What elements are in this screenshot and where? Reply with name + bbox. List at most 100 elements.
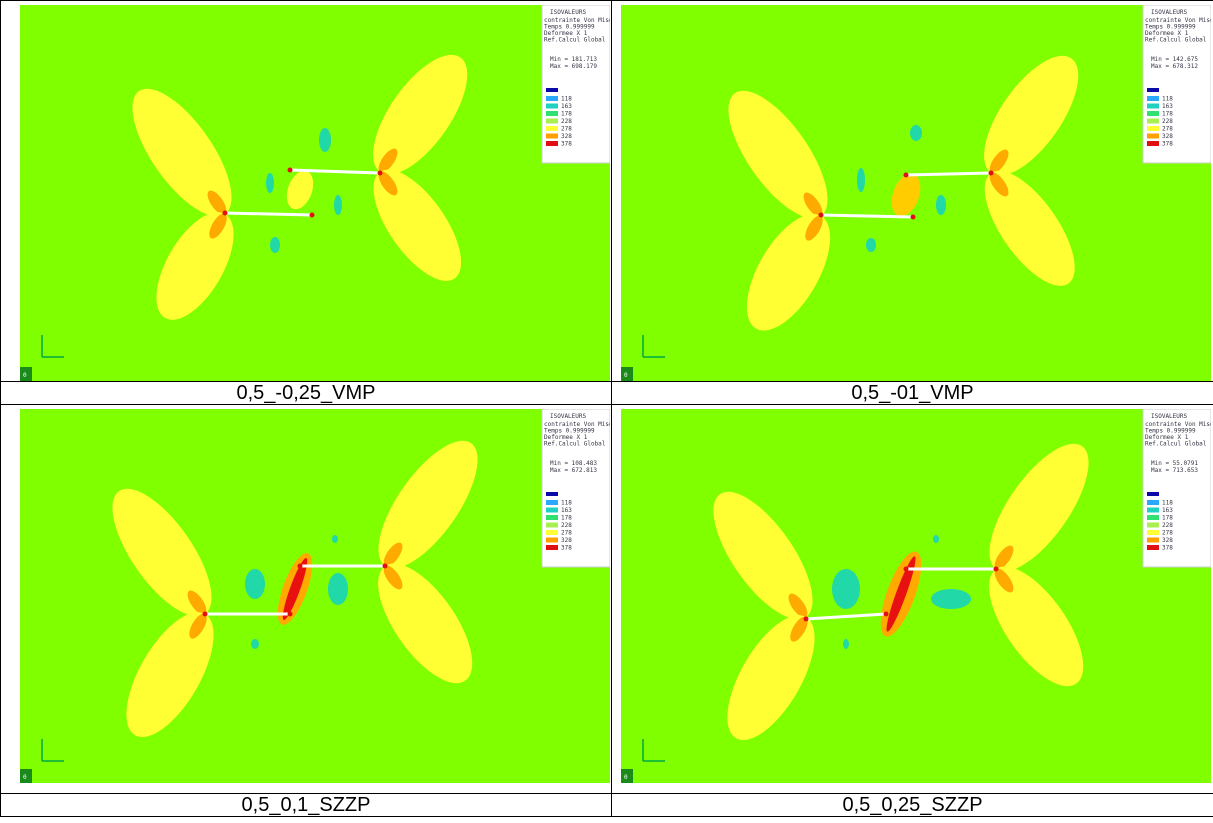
crack (289, 168, 381, 175)
stress-lobe (378, 563, 473, 684)
legend-title: ISOVALEURS (1151, 9, 1188, 16)
crack-tip (883, 611, 889, 617)
stress-lobe (984, 55, 1079, 176)
low-stress-zone (245, 569, 265, 599)
legend-swatch (1147, 530, 1159, 535)
crack-tip (993, 566, 999, 572)
legend-line: Deformee X 1 (544, 30, 588, 37)
legend-swatch (546, 126, 558, 131)
legend-line: Ref.Calcul Global (544, 441, 606, 448)
ligament-zone (282, 557, 308, 621)
crack-tip (910, 214, 916, 220)
legend-swatch (1147, 133, 1159, 139)
stress-lobe (984, 170, 1075, 286)
legend-max: Max = 678.312 (1151, 63, 1198, 70)
legend-max: Max = 672.813 (550, 467, 597, 474)
stress-lobe-high (209, 213, 227, 239)
caption: 0,5_0,25_SZZP (611, 793, 1213, 817)
legend-min: Min = 181.713 (550, 56, 597, 63)
ligament-zone (286, 170, 314, 210)
stress-lobe (373, 54, 468, 175)
legend-level: 163 (561, 103, 572, 110)
legend-max: Max = 698.179 (550, 63, 597, 70)
stress-lobe (989, 443, 1089, 572)
crack (820, 213, 914, 219)
image-cell: 0 ISOVALEURS contrainte Von Mises Temps 0.9… (611, 0, 1213, 382)
legend-swatch (1147, 537, 1159, 543)
crack (805, 612, 887, 621)
image-cell: 0 ISOVALEURS contrainte Von Mises Temps 0.9… (0, 404, 612, 794)
low-stress-zone (936, 195, 946, 215)
axes-glyph (41, 739, 64, 762)
legend-line: Deformee X 1 (1145, 30, 1189, 37)
legend-swatch (546, 530, 558, 535)
stress-lobe (378, 440, 478, 569)
legend-swatch (546, 103, 558, 109)
crack-tip (988, 170, 994, 176)
crack-tip (903, 566, 909, 572)
legend-level: 228 (1162, 522, 1173, 529)
legend-level: 163 (1162, 507, 1173, 514)
ligament-zone (886, 556, 916, 632)
axes-glyph (41, 335, 64, 358)
legend-min: Min = 142.675 (1151, 56, 1198, 63)
stress-lobe (989, 566, 1084, 687)
legend-level: 118 (1162, 500, 1173, 507)
legend-line: Ref.Calcul Global (544, 37, 606, 44)
crack-tip (287, 611, 293, 617)
legend-swatch (546, 507, 558, 513)
stress-lobe (746, 214, 831, 331)
stress-lobe-high (383, 565, 403, 590)
stress-lobe-high (790, 616, 808, 642)
legend-swatch (1147, 545, 1159, 550)
stress-lobe-high (989, 172, 1009, 197)
legend-swatch (546, 88, 558, 92)
legend-level: 378 (561, 141, 572, 148)
stress-lobe (373, 169, 462, 281)
legend-level: 378 (1162, 141, 1173, 148)
low-stress-zone (931, 589, 971, 609)
legend-swatch (1147, 507, 1159, 513)
legend-line: contrainte Von Mises (1145, 421, 1211, 428)
crack-tip (903, 172, 909, 178)
crack-tip (202, 611, 208, 617)
crack-tip (309, 212, 315, 218)
legend-line: Ref.Calcul Global (1145, 441, 1207, 448)
legend-title: ISOVALEURS (550, 9, 587, 16)
corner-label: 0 (23, 372, 27, 379)
image-cell: 0 ISOVALEURS contrainte Von Mises Temps 0.9… (0, 0, 612, 382)
legend-line: Deformee X 1 (1145, 434, 1189, 441)
field-background (20, 409, 610, 783)
stress-lobe-high (994, 568, 1014, 593)
legend-level: 278 (561, 126, 572, 133)
legend-swatch (546, 537, 558, 543)
legend-level: 118 (1162, 96, 1173, 103)
legend-line: Temps 0.999999 (544, 24, 595, 31)
legend-level: 178 (561, 111, 572, 118)
legend-line: contrainte Von Mises (544, 421, 610, 428)
legend-level: 163 (1162, 103, 1173, 110)
low-stress-zone (843, 639, 849, 649)
low-stress-zone (857, 168, 865, 192)
caption: 0,5_-0,25_VMP (0, 381, 612, 405)
legend-level: 378 (1162, 545, 1173, 552)
legend-level: 163 (561, 507, 572, 514)
legend-swatch (546, 118, 558, 124)
image-cell: 0 ISOVALEURS contrainte Von Mises Temps 0.9… (611, 404, 1213, 794)
corner-box (621, 367, 633, 381)
low-stress-zone (328, 573, 348, 605)
legend-level: 278 (561, 530, 572, 537)
stress-lobe-high (788, 593, 808, 618)
stress-lobe (126, 612, 214, 738)
legend-swatch (546, 141, 558, 146)
legend-level: 328 (1162, 133, 1173, 140)
crack-tip (222, 210, 228, 216)
stress-lobe (132, 88, 232, 217)
low-stress-zone (251, 639, 259, 649)
legend-swatch (1147, 118, 1159, 124)
stress-lobe-high (207, 190, 227, 215)
legend-level: 118 (561, 96, 572, 103)
low-stress-zone (270, 237, 280, 253)
